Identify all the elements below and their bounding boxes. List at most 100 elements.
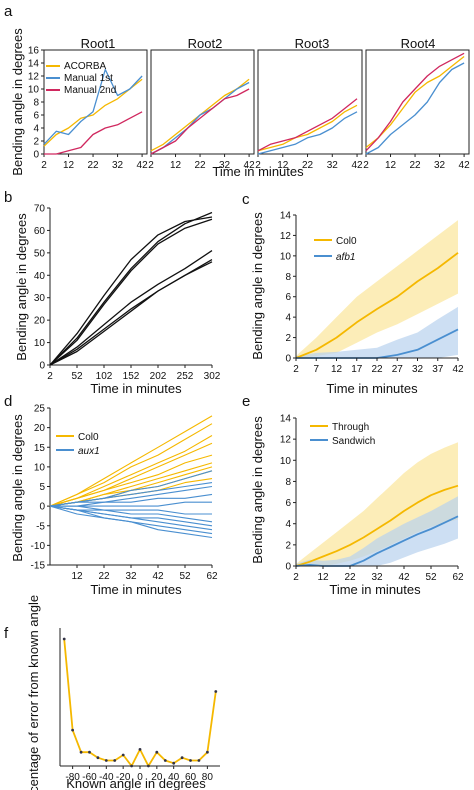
error-point xyxy=(96,756,100,760)
y-tick-label: 2 xyxy=(285,540,291,551)
panel-b-label: b xyxy=(4,189,12,206)
x-tick-label: 2 xyxy=(293,572,299,583)
x-tick-label: 22 xyxy=(371,364,383,375)
error-point xyxy=(113,759,117,762)
series-acorba xyxy=(257,104,358,152)
error-point xyxy=(180,756,184,760)
x-tick-label: 42 xyxy=(244,160,256,171)
panel-d-legend: Col0 aux1 xyxy=(56,432,100,457)
x-tick-label: 152 xyxy=(123,371,140,382)
panel-c-label: c xyxy=(242,191,250,208)
series-manual-1st xyxy=(365,62,465,155)
root1-title: Root1 xyxy=(81,36,116,51)
panel-b-xlabel: Time in minutes xyxy=(90,381,182,396)
y-tick-label: 14 xyxy=(280,211,292,222)
error-point xyxy=(121,753,125,757)
x-tick-label: 32 xyxy=(412,364,424,375)
x-tick-label: 12 xyxy=(63,160,75,171)
x-tick-label: 7 xyxy=(313,364,319,375)
panel-d-label: d xyxy=(4,393,12,410)
x-tick-label: 2 xyxy=(148,160,154,171)
root-curve-aux1-20 xyxy=(49,505,213,539)
y-tick-label: 20 xyxy=(34,423,46,434)
y-tick-label: 25 xyxy=(34,404,46,415)
x-tick-label: 2 xyxy=(47,371,53,382)
x-tick-label: 2 xyxy=(255,160,261,171)
error-point xyxy=(62,637,66,641)
legend-manual2: Manual 2nd xyxy=(64,85,116,96)
x-tick-label: 42 xyxy=(452,364,464,375)
x-tick-label: 60 xyxy=(185,772,197,783)
series-manual-2nd xyxy=(150,88,250,155)
x-tick-label: 12 xyxy=(317,572,329,583)
y-tick-label: 6 xyxy=(285,292,291,303)
x-tick-label: 52 xyxy=(425,572,437,583)
error-point xyxy=(147,764,150,768)
error-point xyxy=(197,759,201,762)
root-curve-aux1-10 xyxy=(49,470,213,507)
legend-afb1: afb1 xyxy=(336,252,355,263)
x-tick-label: 32 xyxy=(371,572,383,583)
y-tick-label: 12 xyxy=(280,435,292,446)
x-tick-label: 27 xyxy=(392,364,404,375)
legend-manual1: Manual 1st xyxy=(64,73,113,84)
y-tick-label: 20 xyxy=(34,316,46,327)
x-tick-label: 0 xyxy=(137,772,143,783)
y-tick-label: 6 xyxy=(285,498,291,509)
x-tick-label: 32 xyxy=(125,571,137,582)
error-band-col0 xyxy=(296,220,458,358)
x-tick-label: 40 xyxy=(168,772,180,783)
panel-f-chart: -80 -60 -40 -20 0 20 40 60 80 xyxy=(59,628,220,783)
panel-d-ylabel: Bending angle in degrees xyxy=(10,414,25,562)
y-tick-label: 10 xyxy=(34,338,46,349)
y-tick-label: 40 xyxy=(34,271,46,282)
x-tick-label: 20 xyxy=(151,772,163,783)
x-tick-label: 22 xyxy=(98,571,110,582)
root-curve-col0-2 xyxy=(49,423,213,507)
x-tick-label: 52 xyxy=(179,571,191,582)
y-tick-label: 0 xyxy=(39,502,45,513)
x-tick-label: 42 xyxy=(152,571,164,582)
root3-title: Root3 xyxy=(295,36,330,51)
panel-f-ylabel: Percentage of error from known angle xyxy=(26,595,41,790)
x-tick-label: 12 xyxy=(170,160,182,171)
x-tick-label: 32 xyxy=(434,160,446,171)
y-tick-label: 10 xyxy=(280,251,292,262)
panel-b-ylabel: Bending angle in degrees xyxy=(14,213,29,361)
error-point xyxy=(206,750,209,754)
panel-d-xlabel: Time in minutes xyxy=(90,582,182,597)
series-acorba xyxy=(365,55,465,149)
panel-a-ylabel: Bending angle in degrees xyxy=(10,28,25,176)
x-tick-label: 252 xyxy=(177,371,194,382)
plot-frame xyxy=(257,49,363,155)
error-point xyxy=(104,759,108,762)
y-tick-label: 8 xyxy=(33,98,39,109)
y-tick-label: 12 xyxy=(280,231,292,242)
panel-a-legend: ACORBA Manual 1st Manual 2nd xyxy=(46,61,116,96)
panel-a-root-titles: Root1 Root2 Root3 Root4 xyxy=(81,36,436,51)
x-tick-label: 32 xyxy=(112,160,124,171)
error-band-through xyxy=(296,442,458,566)
x-tick-label: 22 xyxy=(344,572,356,583)
x-tick-label: 32 xyxy=(327,160,339,171)
y-tick-label: 15 xyxy=(34,443,46,454)
root-curve-3 xyxy=(49,218,213,366)
y-tick-label: 4 xyxy=(285,519,291,530)
error-point xyxy=(155,750,159,754)
error-point xyxy=(88,750,91,754)
panel-e-xlabel: Time in minutes xyxy=(329,582,421,597)
x-tick-label: 2 xyxy=(293,364,299,375)
legend-through: Through xyxy=(332,422,369,433)
y-tick-label: -5 xyxy=(36,521,45,532)
error-band-sandwich xyxy=(296,496,458,566)
x-tick-label: 102 xyxy=(96,371,113,382)
root-curve-6 xyxy=(49,261,213,366)
x-tick-label: 42 xyxy=(398,572,410,583)
x-tick-label: 62 xyxy=(206,571,218,582)
series-manual-1st xyxy=(150,81,250,155)
y-tick-label: 6 xyxy=(33,111,39,122)
